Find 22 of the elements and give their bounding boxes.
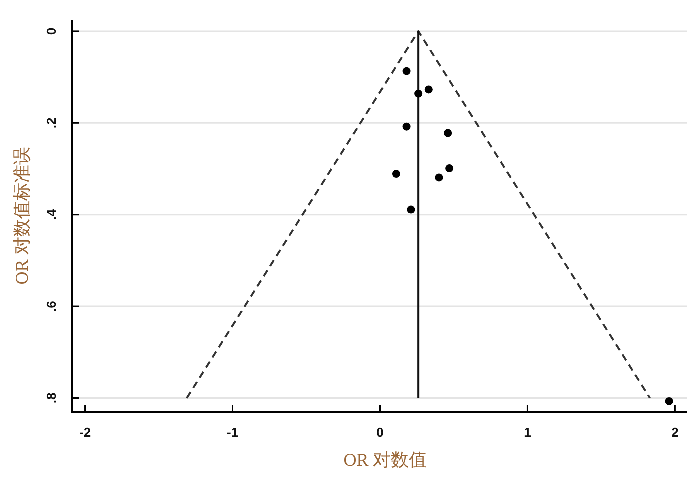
x-tick-label: -1 — [226, 425, 239, 440]
y-tick-label: .8 — [44, 392, 59, 404]
point — [424, 86, 433, 94]
y-axis-title: OR 对数值标准误 — [12, 147, 32, 285]
point — [414, 90, 423, 98]
x-tick-label: 1 — [524, 425, 532, 440]
x-axis-title: OR 对数值 — [344, 450, 428, 470]
x-tick-label: 0 — [376, 425, 384, 440]
point — [435, 174, 444, 182]
point — [402, 122, 411, 131]
point — [407, 206, 416, 214]
point — [665, 397, 674, 406]
y-tick-label: .6 — [44, 301, 59, 312]
y-tick-label: 0 — [44, 28, 59, 36]
point — [444, 129, 452, 138]
y-tick-label: .4 — [44, 208, 59, 220]
point — [402, 67, 411, 76]
point — [446, 164, 454, 173]
y-tick-label: .2 — [44, 118, 59, 129]
point — [392, 170, 400, 178]
x-tick-label: -2 — [79, 425, 92, 440]
x-tick-label: 2 — [672, 425, 679, 440]
